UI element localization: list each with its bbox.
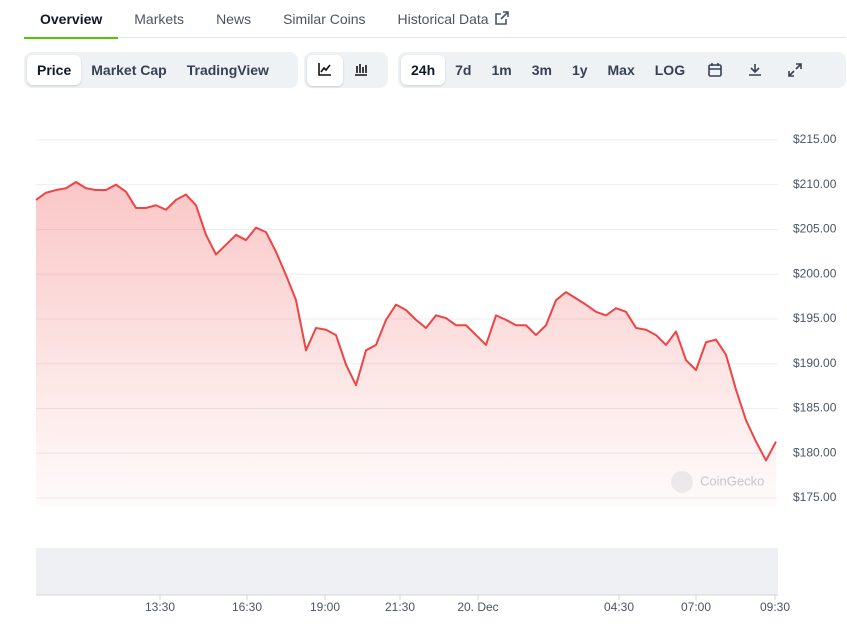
- range-button[interactable]: LOG: [654, 62, 686, 78]
- view-button[interactable]: Price: [27, 55, 82, 85]
- tab[interactable]: Similar Coins: [283, 11, 366, 27]
- y-tick-label: $175.00: [793, 490, 837, 504]
- x-tick-label: 21:30: [385, 600, 415, 614]
- y-tick-label: $190.00: [793, 356, 837, 370]
- y-tick-label: $210.00: [793, 177, 837, 191]
- candle-icon: [355, 63, 367, 76]
- tab[interactable]: Historical Data: [382, 0, 525, 37]
- range-button[interactable]: 7d: [455, 62, 472, 78]
- volume-band: [36, 548, 778, 595]
- range-button[interactable]: 1m: [491, 62, 512, 78]
- view-button[interactable]: Market Cap: [91, 62, 167, 78]
- x-tick-label: 16:30: [232, 600, 262, 614]
- calendar-icon: [708, 63, 722, 77]
- y-tick-label: $180.00: [793, 445, 837, 459]
- calendar-button[interactable]: [695, 56, 735, 84]
- tab-bar: Overview Markets News Similar Coins Historic…: [24, 0, 846, 39]
- fullscreen-button[interactable]: [775, 56, 815, 84]
- download-button[interactable]: [735, 56, 775, 84]
- external-link-icon: [494, 11, 509, 25]
- y-tick-label: $215.00: [793, 132, 837, 146]
- y-tick-label: $205.00: [793, 222, 837, 236]
- tab[interactable]: News: [216, 11, 252, 27]
- y-tick-label: $195.00: [793, 311, 837, 325]
- fullscreen-icon: [788, 63, 802, 77]
- line-icon: [318, 62, 331, 76]
- price-area: [36, 181, 776, 507]
- x-tick-label: 19:00: [310, 600, 340, 614]
- view-group: Price Market Cap TradingView: [24, 52, 298, 88]
- watermark-logo: [671, 471, 693, 493]
- range-button[interactable]: 3m: [531, 62, 552, 78]
- candle-chart-button[interactable]: [343, 55, 379, 86]
- range-group: 24h 7d 1m 3m 1y Max LOG: [398, 52, 846, 88]
- x-tick-label: 09:30: [760, 600, 790, 614]
- range-button[interactable]: 1y: [571, 62, 588, 78]
- range-button[interactable]: 24h: [401, 55, 446, 85]
- tab[interactable]: Overview: [24, 0, 119, 39]
- y-tick-label: $200.00: [793, 266, 837, 280]
- price-line: [35, 180, 777, 462]
- range-button[interactable]: Max: [607, 62, 635, 78]
- x-tick-label: 04:30: [604, 600, 634, 614]
- x-tick-label: 13:30: [145, 600, 175, 614]
- view-button[interactable]: TradingView: [186, 62, 269, 78]
- download-icon: [749, 64, 762, 76]
- x-tick-label: 20. Dec: [457, 600, 498, 614]
- y-tick-label: $185.00: [793, 401, 837, 415]
- tab[interactable]: Markets: [134, 11, 185, 27]
- chart-type-group: [304, 52, 388, 88]
- watermark: CoinGecko: [700, 473, 764, 488]
- x-tick-label: 07:00: [681, 600, 711, 614]
- line-chart-button[interactable]: [307, 54, 343, 86]
